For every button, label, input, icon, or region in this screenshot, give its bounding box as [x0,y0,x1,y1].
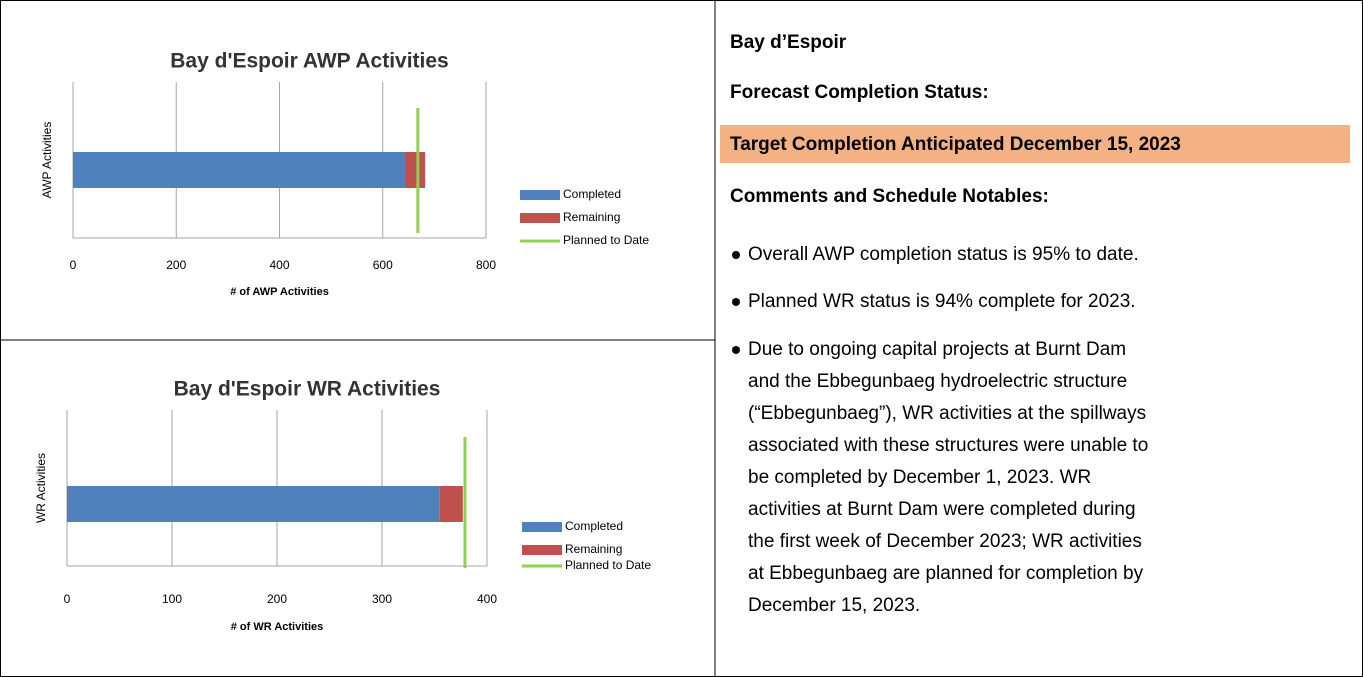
x-tick-label: 200 [267,592,287,606]
x-tick-label: 200 [166,258,186,272]
panel-heading: Bay d’Espoir [730,32,847,53]
x-axis-title: # of AWP Activities [230,286,329,298]
bullet-text: associated with these structures were un… [748,435,1148,456]
bullet [732,298,740,306]
bullet-text: (“Ebbegunbaeg”), WR activities at the sp… [748,403,1146,424]
bullet-text: Planned WR status is 94% complete for 20… [748,291,1136,312]
x-tick-label: 600 [373,258,393,272]
x-tick-label: 400 [477,592,497,606]
legend-label: Completed [565,519,623,533]
y-axis-title: WR Activities [34,453,48,523]
bullet [732,251,740,259]
legend-swatch [522,522,562,532]
bullet [732,346,740,354]
y-axis-title: AWP Activities [40,122,54,199]
bar-segment [73,152,405,188]
status-label: Forecast Completion Status: [730,82,989,103]
status-highlight [720,125,1350,163]
bullet-text: the first week of December 2023; WR acti… [748,531,1142,552]
x-tick-label: 0 [70,258,77,272]
legend-swatch [520,190,560,200]
bullet-text: and the Ebbegunbaeg hydroelectric struct… [748,371,1127,392]
bullet-text: December 15, 2023. [748,595,920,616]
legend-label: Planned to Date [563,233,649,247]
x-tick-label: 100 [162,592,182,606]
legend-swatch [520,213,560,223]
legend-label: Planned to Date [565,558,651,572]
bar-segment [439,486,463,522]
bullet-text: at Ebbegunbaeg are planned for completio… [748,563,1144,584]
chart-title: Bay d'Espoir AWP Activities [170,50,448,73]
legend-swatch [522,545,562,555]
x-tick-label: 0 [64,592,71,606]
x-axis-title: # of WR Activities [231,621,324,633]
legend-label: Completed [563,187,621,201]
legend-label: Remaining [563,210,620,224]
x-tick-label: 800 [476,258,496,272]
bar-segment [67,486,440,522]
bullet-text: Due to ongoing capital projects at Burnt… [748,339,1126,360]
legend-label: Remaining [565,542,622,556]
comments-label: Comments and Schedule Notables: [730,186,1049,207]
bullet-text: activities at Burnt Dam were completed d… [748,499,1136,520]
chart-title: Bay d'Espoir WR Activities [174,378,441,401]
x-tick-label: 400 [269,258,289,272]
bar-segment [404,152,426,188]
bullet-text: be completed by December 1, 2023. WR [748,467,1091,488]
status: Target Completion Anticipated December 1… [730,134,1181,155]
bullet-text: Overall AWP completion status is 95% to … [748,244,1139,265]
x-tick-label: 300 [372,592,392,606]
